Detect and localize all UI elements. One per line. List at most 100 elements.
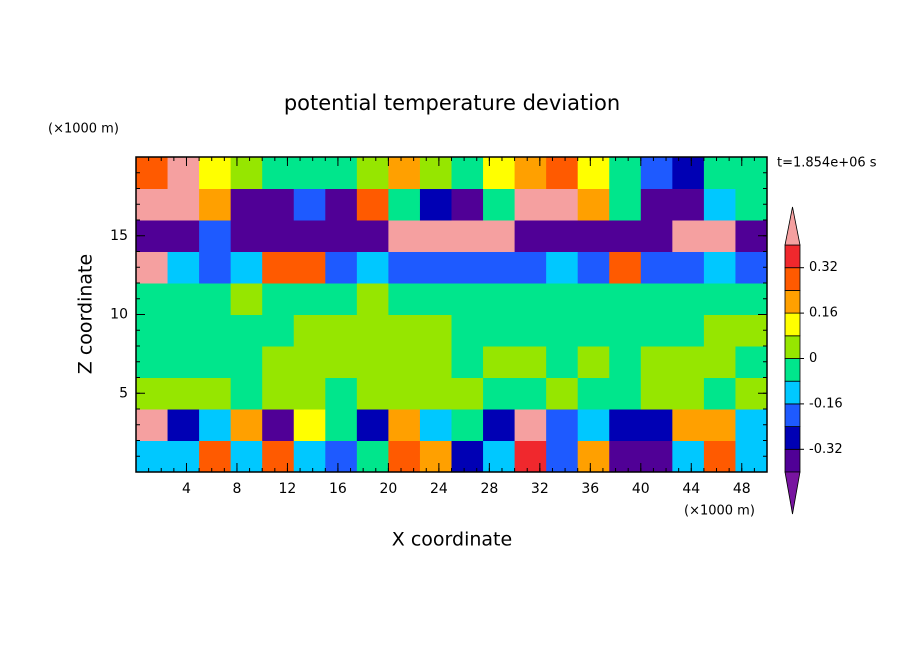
contour-cell [609,220,642,252]
contour-cell [167,346,200,378]
x-tick-label: 16 [329,481,347,497]
colorbar-box [784,426,801,450]
contour-cell [546,346,579,378]
contour-cell [577,409,610,441]
contour-cell [577,188,610,221]
contour-cell [546,157,579,189]
x-tick-label: 48 [733,481,751,497]
contour-cell [136,409,169,441]
contour-cell [451,283,484,315]
contour-cell [293,188,326,221]
contour-cell [356,188,389,221]
contour-cell [388,188,421,221]
x-unit-label: (×1000 m) [684,504,755,519]
colorbar-box [784,403,801,427]
contour-cell [546,188,579,221]
contour-cell [609,409,642,441]
contour-cell [419,346,452,378]
contour-cell [230,157,263,189]
colorbar-box [784,448,801,473]
contour-cell [199,251,232,284]
contour-cell [514,188,547,221]
contour-cell [419,157,452,189]
colorbar-bottom-triangle [784,471,801,515]
contour-cell [546,409,579,441]
contour-cell [356,314,389,347]
contour-cell [167,157,200,189]
contour-cell [703,440,736,473]
contour-cell [230,251,263,284]
contour-cell [546,283,579,315]
contour-cell [388,346,421,378]
contour-cell [356,157,389,189]
contour-cell [483,346,516,378]
contour-cell [577,377,610,410]
contour-cell [325,440,358,473]
contour-cell [325,251,358,284]
contour-cell [356,283,389,315]
contour-cell [199,314,232,347]
contour-cell [703,251,736,284]
contour-cell [388,220,421,252]
contour-cell [483,251,516,284]
contour-cell [640,188,673,221]
contour-cell [419,220,452,252]
colorbar-top-triangle [784,206,801,246]
contour-field [136,157,768,473]
contour-cell [483,409,516,441]
contour-cell [388,283,421,315]
contour-cell [514,314,547,347]
contour-cell [514,409,547,441]
contour-cell [609,157,642,189]
colorbar-box [784,244,801,269]
contour-cell [483,157,516,189]
contour-cell [199,283,232,315]
contour-cell [451,188,484,221]
contour-cell [451,346,484,378]
x-tick-label: 44 [682,481,700,497]
contour-cell [230,220,263,252]
contour-cell [262,377,295,410]
contour-cell [703,188,736,221]
contour-cell [167,188,200,221]
contour-cell [483,283,516,315]
contour-cell [451,377,484,410]
contour-cell [262,283,295,315]
contour-cell [546,440,579,473]
contour-cell [419,314,452,347]
colorbar-box [784,358,801,382]
contour-cell [735,283,768,315]
contour-cell [483,188,516,221]
contour-cell [167,251,200,284]
contour-cell [483,314,516,347]
contour-cell [230,377,263,410]
contour-cell [262,409,295,441]
colorbar-tick-label: 0.32 [809,260,838,275]
contour-cell [640,440,673,473]
contour-cell [388,314,421,347]
contour-cell [514,220,547,252]
contour-cell [293,409,326,441]
contour-cell [388,377,421,410]
contour-cell [199,409,232,441]
contour-cell [356,346,389,378]
contour-cell [419,409,452,441]
contour-cell [514,346,547,378]
contour-cell [293,157,326,189]
contour-cell [640,346,673,378]
contour-cell [262,314,295,347]
contour-cell [735,157,768,189]
contour-cell [672,377,705,410]
contour-cell [546,220,579,252]
contour-cell [451,220,484,252]
contour-cell [735,409,768,441]
contour-cell [609,377,642,410]
contour-cell [640,220,673,252]
contour-cell [672,440,705,473]
contour-cell [514,251,547,284]
contour-cell [703,314,736,347]
contour-cell [672,346,705,378]
contour-cell [356,251,389,284]
contour-cell [199,440,232,473]
